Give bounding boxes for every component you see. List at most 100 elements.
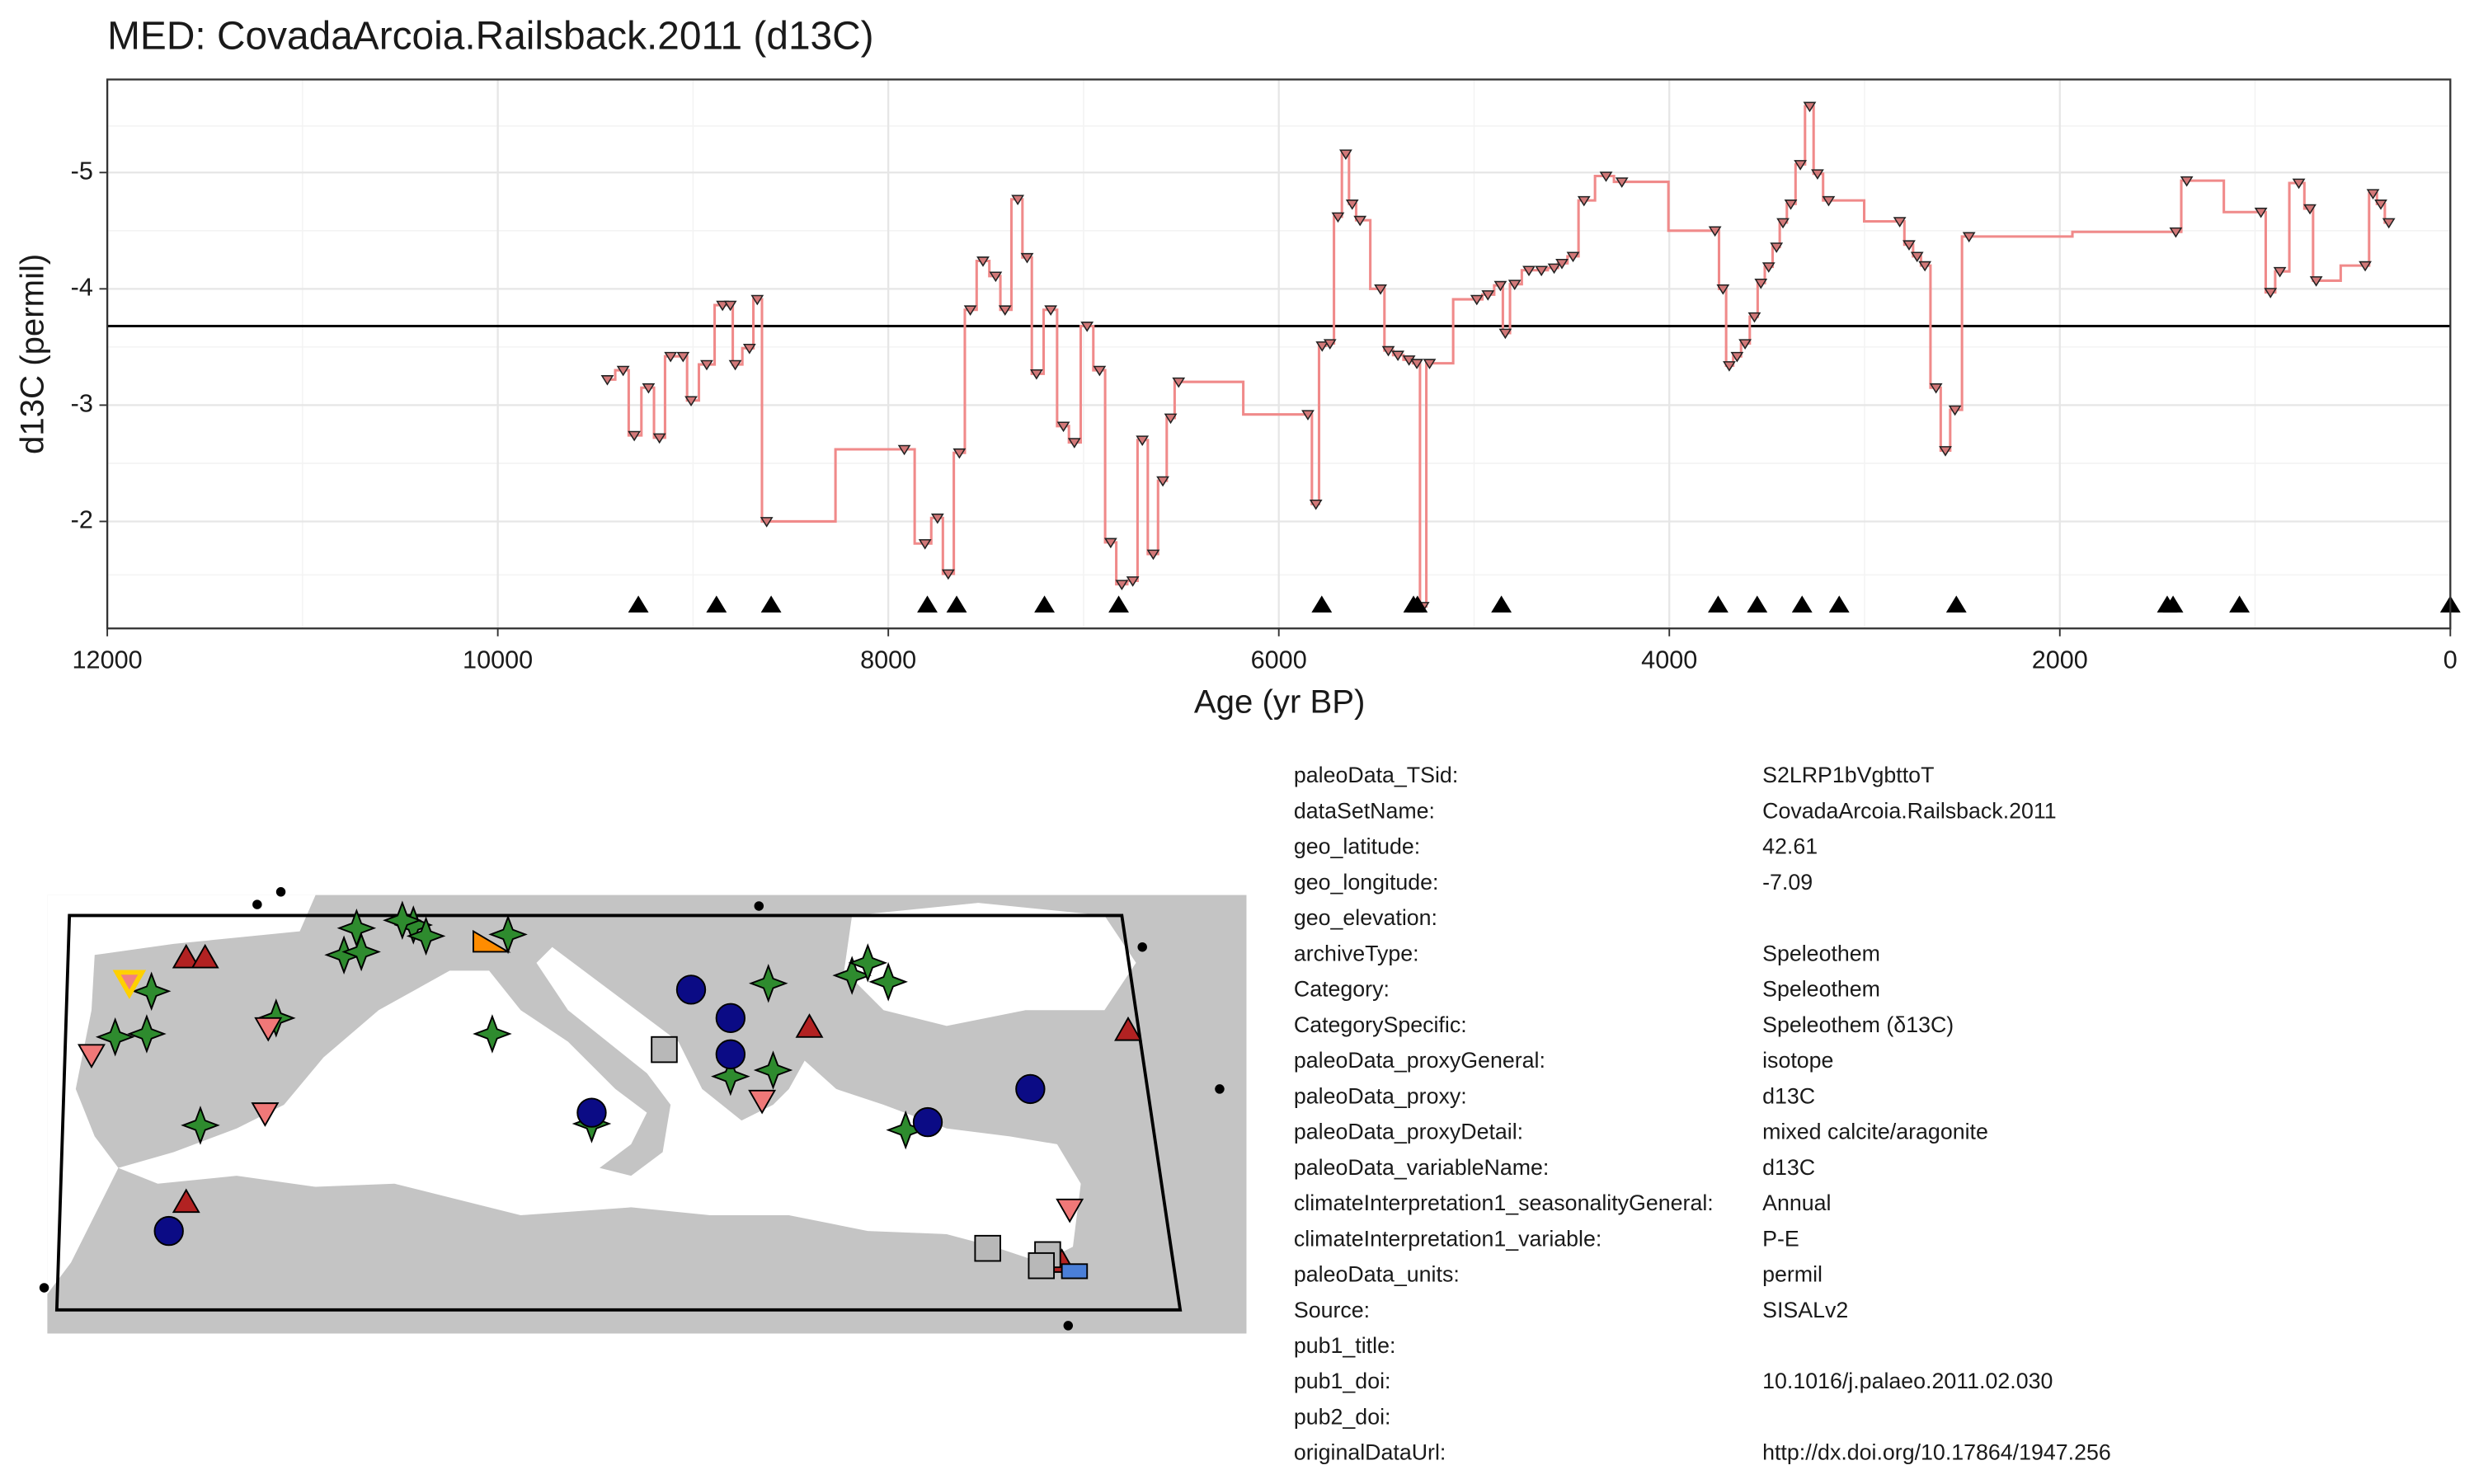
data-point: [1374, 284, 1387, 295]
data-point: [1577, 195, 1591, 207]
site-triangle: [1114, 1016, 1142, 1041]
data-point: [1738, 339, 1752, 350]
y-tick-label: -5: [71, 157, 93, 185]
metadata-value: permil: [1762, 1262, 1823, 1287]
age-marker: [1791, 595, 1813, 613]
age-marker: [1707, 595, 1729, 613]
data-point: [1962, 232, 1976, 243]
y-tick-label: -4: [71, 273, 93, 301]
data-point: [2254, 207, 2268, 218]
metadata-value: http://dx.doi.org/10.17864/1947.256: [1762, 1440, 2111, 1465]
data-point: [1391, 350, 1405, 362]
map-dot: [1063, 1321, 1074, 1331]
metadata-value: CovadaArcoia.Railsback.2011: [1762, 798, 2057, 823]
age-marker: [2162, 595, 2184, 613]
metadata-key: Category:: [1294, 977, 1390, 1002]
data-point: [1136, 435, 1150, 447]
data-point: [1493, 280, 1507, 292]
metadata-key: geo_elevation:: [1294, 905, 1437, 930]
data-point: [930, 513, 944, 524]
age-marker: [1828, 595, 1850, 613]
data-point: [989, 271, 1003, 283]
metadata-key: originalDataUrl:: [1294, 1440, 1446, 1465]
metadata-value: SISALv2: [1762, 1298, 1848, 1322]
chart-title: MED: CovadaArcoia.Railsback.2011 (d13C): [107, 14, 874, 58]
x-tick-label: 4000: [1641, 646, 1697, 674]
age-marker: [760, 595, 782, 613]
data-point: [1056, 421, 1070, 433]
map-dot: [39, 1283, 49, 1293]
x-tick-label: 2000: [2032, 646, 2088, 674]
data-point: [716, 300, 730, 312]
age-marker: [706, 595, 727, 613]
site-speleothem: [868, 962, 908, 1002]
data-point: [652, 433, 666, 444]
metadata-key: paleoData_variableName:: [1294, 1155, 1549, 1180]
data-point: [1723, 361, 1736, 372]
y-tick-label: -2: [71, 506, 93, 534]
black-sea: [844, 903, 1136, 1026]
data-point: [1939, 446, 1952, 457]
data-point: [1893, 217, 1907, 228]
age-marker: [1311, 595, 1333, 613]
data-point: [2309, 276, 2323, 287]
data-point: [1948, 405, 1962, 416]
metadata-value: -7.09: [1762, 870, 1813, 895]
metadata-value: Annual: [1762, 1190, 1831, 1215]
data-point: [1381, 345, 1395, 357]
metadata-value: S2LRP1bVgbttoT: [1762, 763, 1934, 787]
data-point: [976, 256, 990, 267]
data-point: [1423, 359, 1437, 369]
data-point: [1301, 410, 1315, 420]
data-point: [2169, 227, 2183, 238]
metadata-key: paleoData_proxy:: [1294, 1083, 1467, 1108]
age-marker: [1407, 595, 1428, 613]
metadata-key: paleoData_units:: [1294, 1262, 1460, 1287]
data-point: [728, 359, 742, 371]
data-point: [1535, 265, 1549, 277]
site-speleothem: [848, 943, 888, 983]
data-point: [1555, 258, 1569, 270]
age-marker: [628, 595, 649, 613]
data-point: [1093, 365, 1107, 377]
data-point: [1044, 305, 1058, 317]
plot: [106, 79, 2461, 629]
metadata-key: paleoData_proxyGeneral:: [1294, 1048, 1545, 1073]
data-point: [1410, 359, 1423, 369]
x-tick-label: 8000: [860, 646, 916, 674]
data-point: [2382, 218, 2396, 229]
data-point: [1067, 438, 1081, 448]
site-square: [974, 1234, 1001, 1262]
site-speleothem: [181, 1106, 220, 1145]
site-speleothem: [711, 1056, 750, 1097]
site-triangle: [172, 1188, 200, 1214]
data-point: [1730, 351, 1744, 363]
map-dot: [275, 887, 286, 897]
data-point: [2292, 178, 2306, 190]
data-point: [2359, 261, 2372, 272]
y-tick-label: -3: [71, 389, 93, 417]
data-point: [1716, 284, 1730, 295]
site-speleothem: [406, 916, 446, 956]
metadata-value: 42.61: [1762, 834, 1818, 859]
data-point: [760, 517, 774, 528]
age-marker: [1945, 595, 1967, 613]
x-tick-label: 0: [2443, 646, 2458, 674]
data-point: [941, 569, 955, 580]
age-marker: [917, 595, 938, 613]
data-point: [918, 538, 932, 550]
metadata-key: geo_longitude:: [1294, 870, 1439, 895]
data-point: [963, 305, 977, 317]
site-circle: [675, 974, 707, 1005]
data-point: [1770, 242, 1784, 253]
site-circle: [153, 1215, 184, 1247]
data-point: [1498, 328, 1512, 340]
site-triangle-down: [78, 1044, 106, 1069]
site-circle: [715, 1003, 746, 1033]
site-speleothem: [832, 956, 872, 995]
data-point: [1794, 160, 1807, 171]
metadata-key: CategorySpecific:: [1294, 1012, 1467, 1037]
age-marker: [946, 595, 967, 613]
site-triangle-down: [748, 1089, 777, 1115]
site-triangle: [172, 943, 200, 969]
